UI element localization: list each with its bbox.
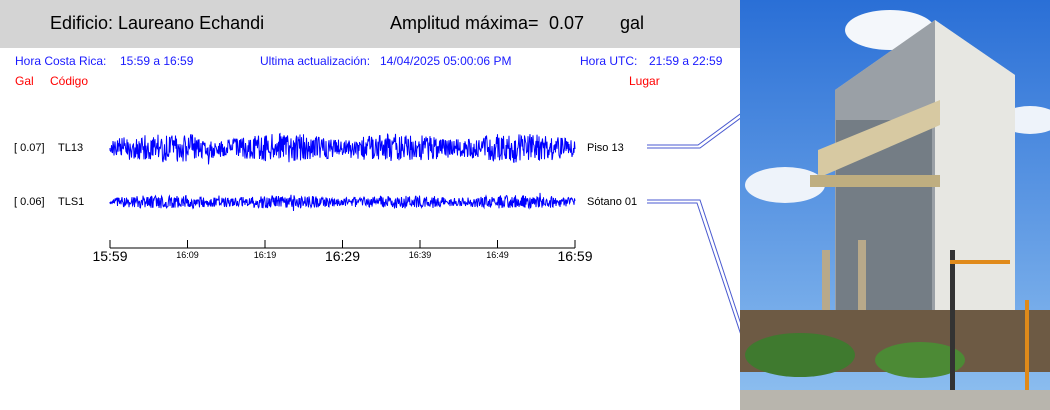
update-value: 14/04/2025 05:00:06 PM [380, 54, 512, 68]
channel-1-trace [109, 132, 576, 165]
time-tick-label: 16:19 [253, 250, 277, 260]
amplitude-unit: gal [620, 13, 645, 33]
building-label: Edificio: [50, 13, 114, 33]
channel-2-place: Sótano 01 [587, 196, 638, 208]
seismogram-plot [109, 113, 740, 334]
pointer-basement-01-outline [647, 202, 740, 334]
channel-1-code: TL13 [58, 142, 84, 154]
channel-2-gal: [ 0.06] [14, 196, 45, 208]
time-tick-label: 16:49 [486, 250, 509, 260]
building-name: Laureano Echandi [118, 13, 265, 33]
utc-time-range: 21:59 a 22:59 [649, 54, 723, 68]
cr-time-label: Hora Costa Rica: [15, 54, 107, 68]
col-place: Lugar [629, 74, 660, 88]
pointer-floor-13 [647, 117, 740, 149]
pointer-basement-01 [647, 199, 740, 323]
time-tick-label: 16:29 [324, 248, 361, 264]
amplitude-label: Amplitud máxima= [390, 13, 539, 33]
time-axis-ticks [109, 240, 576, 248]
channel-2-code: TLS1 [58, 196, 85, 208]
time-tick-label: 15:59 [92, 248, 128, 264]
channel-2-trace [109, 192, 576, 212]
channel-1-gal: [ 0.07] [14, 142, 45, 154]
time-tick-label: 16:59 [557, 248, 593, 264]
utc-time-label: Hora UTC: [580, 54, 638, 68]
time-tick-label: 16:39 [408, 250, 432, 260]
update-label: Ultima actualización: [260, 54, 371, 68]
cr-time-range: 15:59 a 16:59 [120, 54, 194, 68]
channel-1-place: Piso 13 [587, 142, 624, 154]
pointer-floor-13-outline [647, 113, 740, 146]
amplitude-value: 0.07 [549, 13, 585, 33]
building-photo [740, 0, 1050, 410]
col-code: Código [50, 74, 89, 88]
time-tick-label: 16:09 [176, 250, 199, 260]
header-bar: Edificio: Laureano Echandi Amplitud máxi… [0, 0, 740, 48]
col-gal: Gal [15, 74, 34, 88]
